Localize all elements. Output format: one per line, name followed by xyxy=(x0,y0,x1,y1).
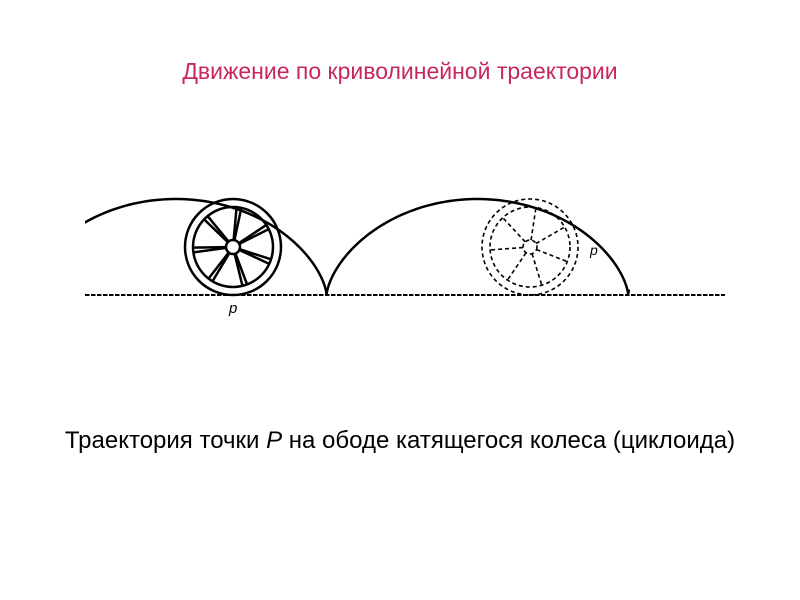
caption-point-letter: P xyxy=(266,427,282,454)
diagram-svg xyxy=(85,170,725,340)
point-label-bottom: p xyxy=(229,300,237,317)
cycloid-diagram: p p xyxy=(85,170,725,340)
point-label-right: p xyxy=(590,242,598,258)
caption-prefix: Траектория точки xyxy=(65,427,266,454)
caption-text: Траектория точки P на ободе катящегося к… xyxy=(0,425,800,456)
caption-suffix: на ободе катящегося колеса (циклоида) xyxy=(282,427,735,454)
page-title: Движение по криволинейной траектории xyxy=(0,58,800,85)
